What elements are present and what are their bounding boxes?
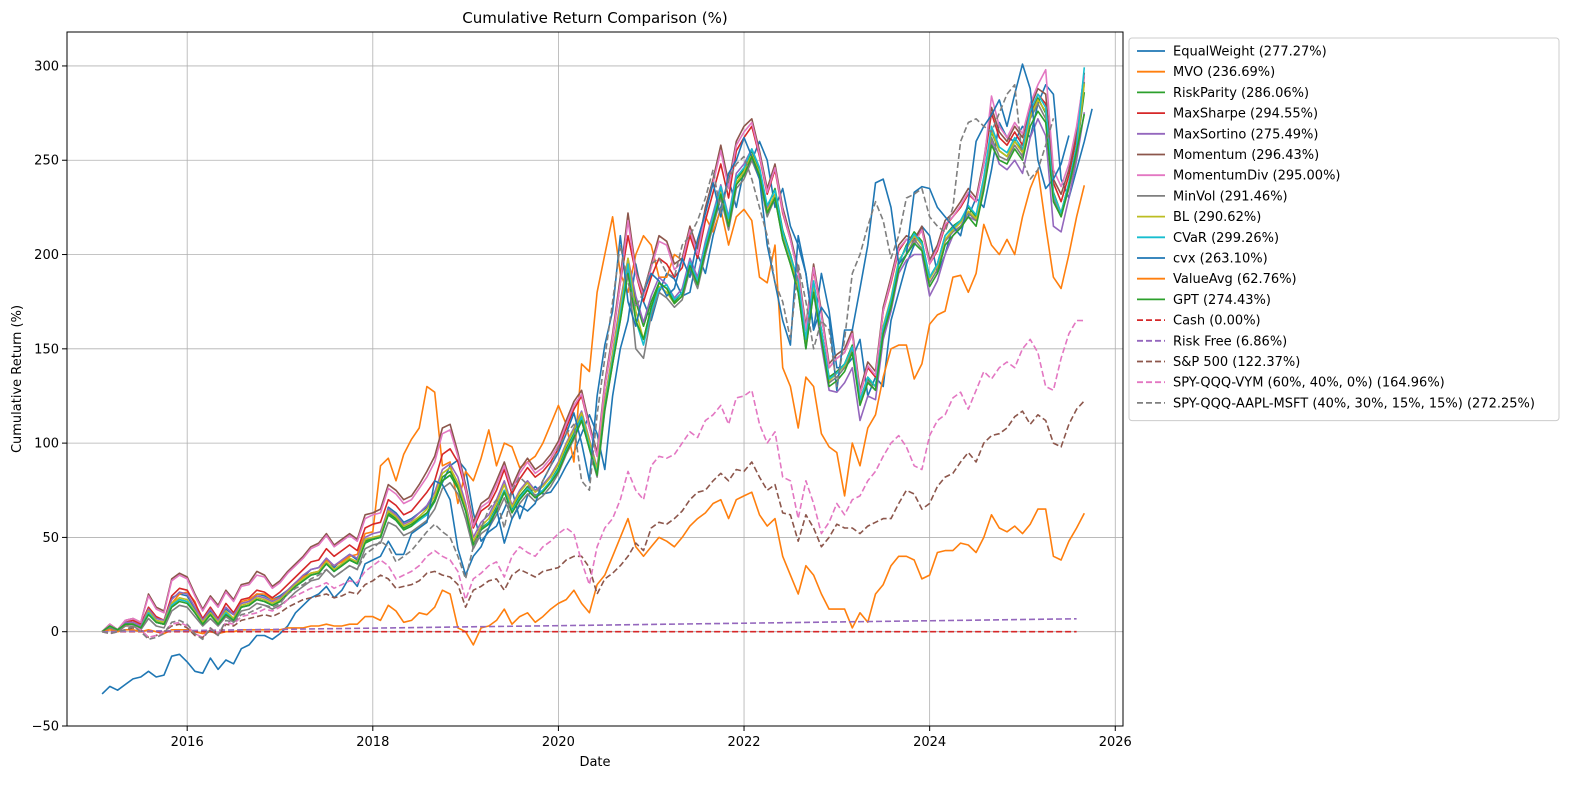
y-axis-label: Cumulative Return (%): [10, 305, 25, 453]
legend-entry-3: MaxSharpe (294.55%): [1173, 107, 1318, 122]
x-axis-label: Date: [579, 755, 610, 770]
series-line-17: [101, 84, 1055, 641]
series-line-1: [101, 168, 1086, 633]
legend-entry-9: CVaR (299.26%): [1173, 231, 1279, 246]
legend-box: [1128, 37, 1560, 422]
x-tick-label: 2022: [727, 735, 760, 750]
x-tick-label: 2018: [356, 735, 389, 750]
x-tick-label: 2016: [171, 735, 204, 750]
y-tick-label: −50: [32, 720, 59, 735]
legend-entry-0: EqualWeight (277.27%): [1173, 45, 1327, 60]
series-line-0: [101, 84, 1093, 633]
legend-entry-6: MomentumDiv (295.00%): [1173, 169, 1341, 184]
series-line-14: [102, 618, 1077, 633]
legend-entry-15: S&P 500 (122.37%): [1173, 355, 1300, 370]
legend-entry-2: RiskParity (286.06%): [1173, 86, 1309, 101]
x-tick-label: 2024: [913, 735, 946, 750]
y-tick-label: 50: [42, 531, 59, 546]
legend-entry-14: Risk Free (6.86%): [1173, 334, 1287, 349]
legend-entry-16: SPY-QQQ-VYM (60%, 40%, 0%) (164.96%): [1173, 376, 1445, 391]
legend-entry-1: MVO (236.69%): [1173, 65, 1275, 80]
series-line-15: [101, 400, 1085, 639]
series-line-10: [101, 63, 1070, 695]
legend-entry-13: Cash (0.00%): [1173, 314, 1261, 329]
chart-title: Cumulative Return Comparison (%): [462, 9, 727, 27]
y-tick-label: 300: [34, 59, 59, 74]
y-tick-label: 200: [34, 248, 59, 263]
y-tick-label: 250: [34, 154, 59, 169]
y-tick-label: 150: [34, 342, 59, 357]
legend-entry-17: SPY-QQQ-AAPL-MSFT (40%, 30%, 15%, 15%) (…: [1173, 396, 1535, 411]
series-lines: [101, 63, 1093, 695]
legend-entry-4: MaxSortino (275.49%): [1173, 127, 1318, 142]
y-tick-label: 100: [34, 437, 59, 452]
legend-entry-5: Momentum (296.43%): [1173, 148, 1319, 163]
x-tick-label: 2026: [1099, 735, 1132, 750]
series-line-12: [101, 110, 1086, 633]
legend-entry-11: ValueAvg (62.76%): [1173, 272, 1297, 287]
plot-frame: [66, 31, 1124, 727]
legend-entry-8: BL (290.62%): [1173, 210, 1261, 225]
legend-entry-7: MinVol (291.46%): [1173, 189, 1288, 204]
legend-entry-10: cvx (263.10%): [1173, 252, 1268, 267]
y-tick-label: 0: [51, 625, 59, 640]
legend-entry-12: GPT (274.43%): [1173, 293, 1271, 308]
legend: EqualWeight (277.27%) MVO (236.69%) RiskPa…: [1128, 37, 1560, 422]
axis-ticks: 2016 2018 2020 2022 2024 2026 −50 0 50 100 150 200 2…: [32, 59, 1132, 750]
x-tick-label: 2020: [542, 735, 575, 750]
series-line-16: [101, 319, 1085, 639]
